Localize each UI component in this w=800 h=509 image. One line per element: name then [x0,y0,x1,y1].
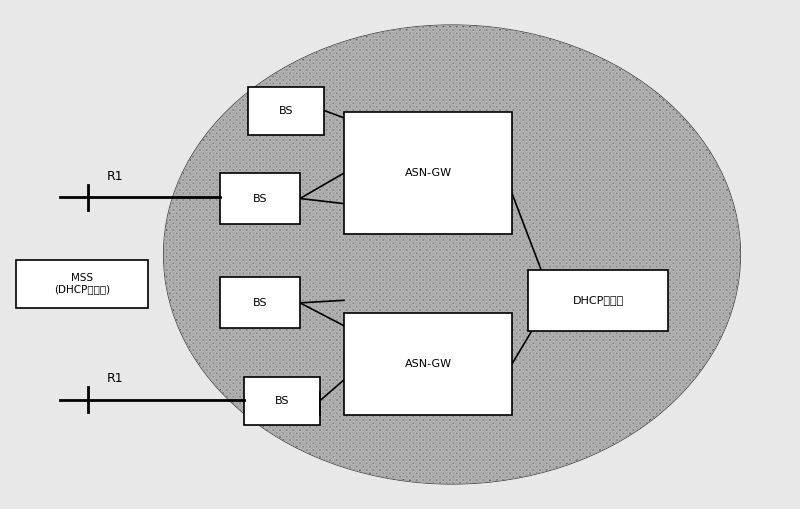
Text: R1: R1 [106,372,123,385]
Text: R1: R1 [106,170,123,183]
Bar [344,313,512,415]
Bar [16,260,148,308]
Ellipse shape [164,25,740,484]
Bar [344,112,512,234]
Text: BS: BS [274,396,290,406]
Text: DHCP服务器: DHCP服务器 [572,295,624,305]
Text: MSS
(DHCP客户机): MSS (DHCP客户机) [54,273,110,295]
Text: ASN-GW: ASN-GW [405,359,451,369]
Text: BS: BS [278,106,294,116]
Bar [220,173,300,224]
Bar [244,377,320,425]
Text: BS: BS [253,193,267,204]
Bar [248,87,324,135]
Bar [220,277,300,328]
Bar [528,270,668,331]
Text: ASN-GW: ASN-GW [405,168,451,178]
Text: BS: BS [253,298,267,308]
